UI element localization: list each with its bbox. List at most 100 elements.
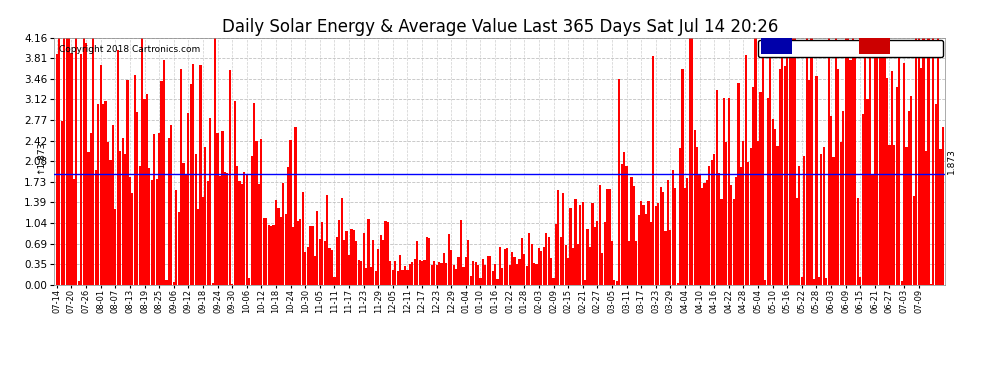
Bar — [214, 33, 216, 285]
Bar — [854, 54, 856, 285]
Bar — [901, 281, 903, 285]
Bar — [462, 267, 464, 285]
Bar — [416, 241, 418, 285]
Bar — [469, 276, 472, 285]
Bar — [694, 130, 696, 285]
Bar — [838, 69, 840, 285]
Bar — [521, 238, 523, 285]
Bar — [136, 112, 139, 285]
Bar — [604, 222, 606, 285]
Text: ↑1.873: ↑1.873 — [37, 140, 46, 174]
Bar — [87, 152, 90, 285]
Bar — [676, 283, 679, 285]
Bar — [455, 269, 457, 285]
Bar — [360, 261, 362, 285]
Bar — [404, 266, 406, 285]
Bar — [129, 177, 131, 285]
Bar — [728, 99, 730, 285]
Bar — [584, 280, 586, 285]
Bar — [667, 180, 669, 285]
Bar — [541, 251, 543, 285]
Bar — [370, 267, 372, 285]
Bar — [806, 32, 808, 285]
Bar — [723, 98, 725, 285]
Bar — [716, 90, 718, 285]
Bar — [275, 200, 277, 285]
Bar — [801, 277, 803, 285]
Bar — [730, 185, 733, 285]
Bar — [874, 32, 876, 285]
Bar — [185, 174, 187, 285]
Bar — [122, 138, 124, 285]
Bar — [217, 133, 219, 285]
Bar — [684, 188, 686, 285]
Bar — [399, 255, 401, 285]
Bar — [749, 148, 751, 285]
Bar — [531, 244, 533, 285]
Bar — [77, 281, 80, 285]
Bar — [554, 224, 557, 285]
Bar — [409, 264, 411, 285]
Bar — [443, 253, 446, 285]
Bar — [90, 133, 92, 285]
Bar — [591, 203, 594, 285]
Bar — [150, 180, 152, 285]
Bar — [474, 262, 477, 285]
Bar — [840, 142, 842, 285]
Bar — [124, 154, 126, 285]
Bar — [509, 266, 511, 285]
Bar — [696, 147, 698, 285]
Bar — [664, 231, 666, 285]
Bar — [633, 186, 635, 285]
Bar — [426, 237, 428, 285]
Bar — [248, 278, 250, 285]
Bar — [464, 256, 467, 285]
Bar — [434, 261, 436, 285]
Bar — [309, 226, 311, 285]
Bar — [910, 96, 913, 285]
Bar — [711, 160, 713, 285]
Bar — [460, 220, 462, 285]
Bar — [479, 278, 481, 285]
Bar — [289, 140, 292, 285]
Bar — [374, 271, 377, 285]
Bar — [886, 78, 888, 285]
Bar — [713, 154, 715, 285]
Bar — [626, 166, 628, 285]
Bar — [562, 193, 564, 285]
Bar — [574, 200, 576, 285]
Bar — [764, 280, 766, 285]
Bar — [307, 247, 309, 285]
Bar — [190, 84, 192, 285]
Bar — [406, 270, 409, 285]
Bar — [334, 277, 336, 285]
Bar — [735, 177, 738, 285]
Bar — [197, 209, 199, 285]
Bar — [411, 262, 414, 285]
Bar — [776, 146, 778, 285]
Bar — [589, 247, 591, 285]
Bar — [526, 266, 528, 285]
Bar — [501, 268, 504, 285]
Bar — [287, 167, 289, 285]
Bar — [594, 227, 596, 285]
Bar — [789, 51, 791, 285]
Bar — [163, 60, 165, 285]
Bar — [859, 278, 861, 285]
Bar — [920, 68, 923, 285]
Bar — [721, 199, 723, 285]
Bar — [742, 141, 744, 285]
Bar — [644, 214, 647, 285]
Bar — [450, 251, 452, 285]
Bar — [180, 69, 182, 285]
Bar — [718, 172, 720, 285]
Bar — [552, 278, 554, 285]
Bar — [236, 166, 239, 285]
Bar — [499, 246, 501, 285]
Bar — [209, 118, 211, 285]
Bar — [654, 206, 656, 285]
Bar — [316, 211, 319, 285]
Bar — [222, 131, 224, 285]
Bar — [231, 284, 234, 285]
Bar — [297, 221, 299, 285]
